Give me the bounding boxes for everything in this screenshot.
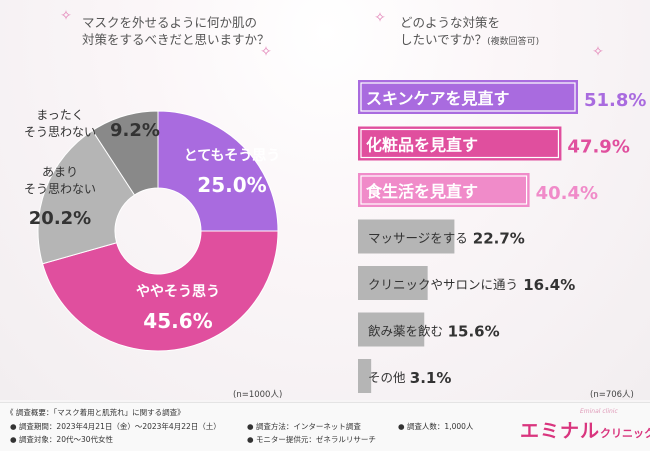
bar-category-label: 食生活を見直す [365, 182, 478, 201]
bar [358, 266, 428, 300]
right-sample-size: (n=706人) [590, 390, 634, 400]
pie-slice-value: 25.0% [197, 173, 266, 197]
bar-category-label: マッサージをする [368, 231, 468, 246]
footer-provider: ● モニター提供元：ゼネラルリサーチ [247, 435, 376, 444]
brand-logo: Eminal clinic エミナルクリニック [520, 408, 650, 446]
sparkle-icon: ✧ [60, 8, 72, 24]
footer-period: ● 調査期間：2023年4月21日（金）〜2023年4月22日（土） [10, 422, 221, 431]
footer-target: ● 調査対象：20代〜30代女性 [10, 435, 114, 444]
pie-slice-value: 9.2% [110, 120, 160, 141]
bar-category-label: 化粧品を見直す [366, 136, 478, 155]
sparkle-icon: ✧ [374, 10, 386, 26]
footer-count: ● 調査人数：1,000人 [398, 422, 474, 431]
bar-category-label: その他 [368, 370, 406, 385]
bar-inner-border [360, 82, 576, 112]
bar-value-label: 47.9% [567, 137, 629, 158]
footer-overview: 《 調査概要：「マスク着用と肌荒れ」に関する調査》 [6, 408, 185, 417]
footer [0, 402, 650, 451]
pie-slice-value: 20.2% [29, 208, 91, 229]
brand-sub: Eminal clinic [580, 408, 618, 415]
bar-value-label: 40.4% [536, 183, 598, 204]
bar-inner-border [360, 175, 528, 205]
pie-slice [41, 230, 279, 352]
pie-slice-label: そう思わない [24, 125, 96, 139]
bar-category-label: スキンケアを見直す [366, 89, 510, 108]
bar [358, 359, 372, 393]
bar [358, 173, 530, 207]
bar [358, 126, 562, 161]
brand-name: エミナルクリニック [520, 420, 650, 442]
pie-slice-value: 45.6% [143, 309, 212, 333]
pie-slice-label: まったく [36, 108, 84, 122]
donut-chart: とてもそう思う25.0%ややそう思う45.6%あまりそう思わない20.2%まった… [24, 108, 281, 352]
pie-slice-label: とてもそう思う [184, 148, 281, 164]
bar-value-label: 22.7% [473, 230, 525, 248]
sparkle-icon: ✧ [260, 44, 272, 60]
bar [358, 80, 578, 114]
sparkle-icon: ✧ [592, 44, 604, 60]
pie-slice-label: そう思わない [24, 182, 96, 196]
pie-slice [157, 110, 279, 232]
bar-inner-border [360, 128, 560, 159]
bar-category-label: 飲み薬を飲む [368, 324, 443, 339]
pie-slice-label: あまり [42, 165, 78, 179]
left-chart-title: マスクを外せるように何か肌の 対策をするべきだと思いますか？ [82, 15, 270, 47]
bar [358, 312, 425, 347]
bar-chart: スキンケアを見直す 51.8% 化粧品を見直す 47.9% 食生活を見直す 40.4% マッ… [358, 80, 646, 393]
bar-value-label: 3.1% [410, 369, 452, 387]
left-sample-size: (n=1000人) [233, 390, 283, 400]
bar-value-label: 51.8% [584, 90, 646, 111]
bar-category-label: クリニックやサロンに通う [368, 277, 518, 292]
bar-value-label: 15.6% [448, 323, 500, 341]
footer-method: ● 調査方法：インターネット調査 [247, 422, 361, 431]
bar [358, 219, 455, 254]
pie-slice [91, 110, 159, 196]
right-chart-title: どのような対策を したいですか？(複数回答可) [400, 15, 540, 47]
pie-slice-label: ややそう思う [136, 284, 220, 300]
pie-slice [37, 129, 136, 265]
bar-value-label: 16.4% [523, 276, 575, 294]
